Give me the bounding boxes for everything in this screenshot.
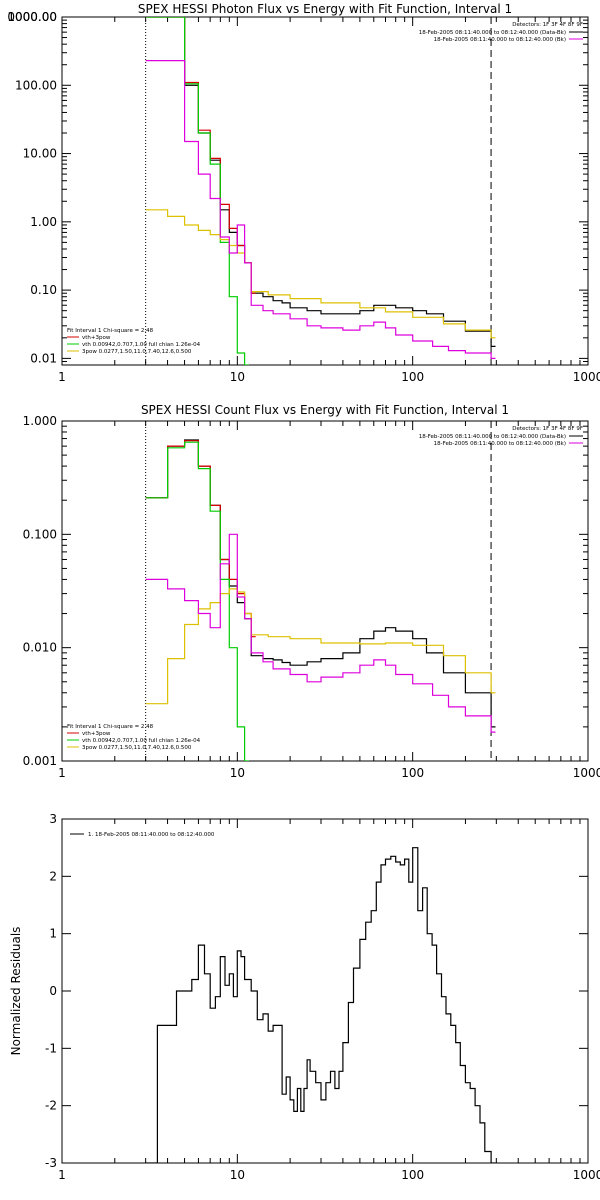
legend-entry-label: vth+3pow [82,335,111,341]
y-tick-label: 2 [49,869,57,883]
y-axis-label: Normalized Residuals [9,927,23,1056]
legend-entry-label: vth+3pow [82,731,111,737]
legend-entry-label: 3pow 0.0277,1.50,11.0,7.40,12.6,0.500 [82,745,192,751]
x-tick-label: 100 [401,1168,424,1182]
legend-entry-label: 18-Feb-2005 08:11:40.000 to 08:12:40.000… [434,37,566,43]
chart-title: SPEX HESSI Photon Flux vs Energy with Fi… [138,2,512,16]
y-tick-label: 3 [49,812,57,826]
legend-detectors: Detectors: 1F 3F 4F 8F 9F [512,426,583,432]
series-line-4 [145,209,496,339]
x-tick-label: 100 [401,370,424,384]
series-line-1 [145,439,496,728]
x-tick-label: 1 [58,370,66,384]
x-tick-label: 1000 [573,370,600,384]
chart-panel-1: SPEX HESSI Photon Flux vs Energy with Fi… [7,2,600,384]
legend-entry-label: 18-Feb-2005 08:11:40.000 to 08:12:40.000… [434,441,566,447]
legend-entry-label: 1. 18-Feb-2005 08:11:40.000 to 08:12:40.… [88,832,215,838]
legend-fit-header: Fit Interval 1 Chi-square = 2.48 [67,724,154,730]
legend-fit-header: Fit Interval 1 Chi-square = 2.48 [67,328,154,334]
series-line-5 [145,533,496,733]
chart-panel-3: 1 10 100 1000 -3 -2 -1 0 1 2 3 Normalized Residuals… [9,812,600,1182]
y-tick-label: 1.00 [30,215,57,229]
x-tick-label: 10 [230,1168,245,1182]
legend-entry-label: 18-Feb-2005 08:11:40.000 to 08:12:40.000… [419,30,566,36]
series-group [145,17,496,365]
y-tick-label: 0.01 [30,351,57,365]
plot-frame [61,420,589,762]
x-tick-label: 1000 [573,1168,600,1182]
y-tick-label: 1000.00 [7,10,57,24]
series-line-3 [145,17,249,365]
y-tick-label: 10.00 [23,147,57,161]
x-tick-label: 10 [230,766,245,780]
chart-title: SPEX HESSI Count Flux vs Energy with Fit… [141,403,509,417]
series-line-3 [145,441,249,761]
chart-panel-2: SPEX HESSI Count Flux vs Energy with Fit… [23,403,600,780]
x-tick-label: 10 [230,370,245,384]
y-tick-label: 0.010 [23,641,57,655]
series-line-2 [145,17,256,294]
legend-entry-label: 18-Feb-2005 08:11:40.000 to 08:12:40.000… [419,434,566,440]
legend-entry-label: vth 0.00942,0.707,1.00 full chian 1.26e-… [82,738,201,744]
y-tick-label: 0.001 [23,754,57,768]
plot-frame [61,16,589,366]
y-tick-label: 100.00 [15,78,57,92]
x-tick-label: 1000 [573,766,600,780]
x-tick-label: 100 [401,766,424,780]
series-line-2 [145,440,256,638]
legend-entry-label: vth 0.00942,0.707,1.00 full chian 1.26e-… [82,342,201,348]
legend-detectors: Detectors: 1F 3F 4F 8F 9F [512,22,583,28]
series-line-5 [145,60,496,359]
y-tick-label: 0.10 [30,283,57,297]
y-tick-label: -1 [45,1041,57,1055]
series-line-1 [145,17,496,347]
plot-frame [61,818,589,1164]
series-group [145,439,496,761]
y-tick-label: -3 [45,1156,57,1170]
series-line-1 [145,847,496,1163]
x-tick-label: 1 [58,1168,66,1182]
y-tick-label: 1 [49,927,57,941]
y-tick-label: 1.000 [23,414,57,428]
y-tick-label: 0.100 [23,527,57,541]
series-line-4 [145,588,496,705]
y-tick-label: 0000.00 [7,10,57,24]
legend-entry-label: 3pow 0.0277,1.50,11.0,7.40,12.6,0.500 [82,349,192,355]
y-tick-label: -2 [45,1099,57,1113]
x-tick-label: 1 [58,766,66,780]
y-tick-label: 0 [49,984,57,998]
series-group [145,847,496,1163]
